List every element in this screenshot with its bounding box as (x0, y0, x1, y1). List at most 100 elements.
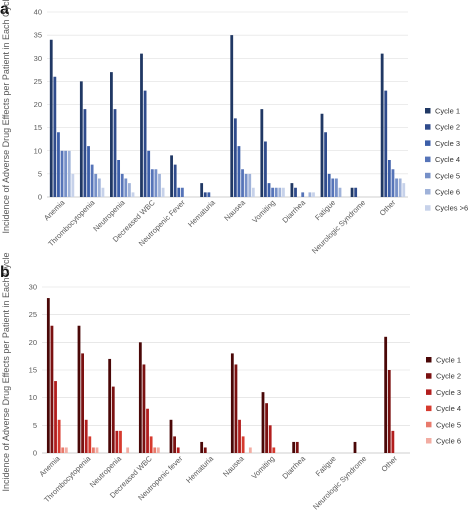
panel-a-bar-neutropenia-cycle-3 (117, 160, 120, 197)
panel-a-bar-decreased-wbc-cycle-2 (144, 91, 147, 197)
panel-a-bar-other-cycle-4 (392, 169, 395, 197)
panel-a-legend-swatch (425, 108, 431, 114)
panel-a-bar-other-cycles-6 (402, 183, 405, 197)
panel-a-bar-vomiting-cycle-3 (268, 183, 271, 197)
panel-a-bar-thrombocytopenia-cycle-3 (87, 146, 90, 197)
panel-a-legend-swatch (425, 157, 431, 163)
panel-a-bar-anemia-cycle-6 (68, 151, 71, 197)
panel-b-bar-neutropenia-cycle-6 (126, 447, 129, 453)
panel-a-x-tick-label: Hematuria (186, 197, 217, 228)
panel-a-bar-vomiting-cycle-2 (264, 142, 267, 198)
panel-a-bar-vomiting-cycle-6 (278, 188, 281, 197)
panel-a-legend-swatch (425, 205, 431, 211)
panel-b-bar-neutropenia-cycle-4 (119, 431, 122, 453)
panel-a-bar-neutropenic-fever-cycle-1 (170, 155, 173, 197)
panel-a-legend-label: Cycle 1 (435, 107, 460, 116)
panel-a-bar-neutropenic-fever-cycle-2 (174, 165, 177, 197)
panel-a-y-tick-label: 25 (34, 77, 42, 86)
panel-a-bar-nausea-cycle-2 (234, 118, 237, 197)
panel-b-legend-swatch (426, 438, 432, 444)
panel-b-bar-nausea-cycle-2 (235, 364, 238, 453)
panel-a-bar-other-cycle-5 (395, 179, 398, 198)
panel-a-bar-anemia-cycle-4 (61, 151, 64, 197)
panel-b-bar-other-cycle-3 (391, 431, 394, 453)
panel-b-bar-nausea-cycle-1 (231, 353, 234, 453)
panel-a-y-tick-label: 10 (34, 146, 42, 155)
panel-b-bar-decreased-wbc-cycle-2 (143, 364, 146, 453)
panel-a-bar-anemia-cycle-1 (50, 40, 53, 197)
panel-b-bar-neutropenia-cycle-2 (112, 387, 115, 453)
panel-b-legend-swatch (426, 389, 432, 395)
panel-a-y-tick-label: 15 (34, 123, 42, 132)
panel-b-bar-thrombocytopenia-cycle-2 (81, 353, 84, 453)
panel-a-bar-diarrhea-cycles-6 (312, 192, 315, 197)
panel-b-bar-thrombocytopenia-cycle-5 (92, 447, 95, 453)
panel-a-bar-fatigue-cycle-4 (331, 179, 334, 198)
panel-a-bar-other-cycle-2 (384, 91, 387, 197)
panel-b-bar-thrombocytopenia-cycle-6 (96, 447, 99, 453)
panel-a-legend-swatch (425, 124, 431, 130)
panel-b-bar-anemia-cycle-4 (58, 420, 61, 453)
panel-a-bar-thrombocytopenia-cycle-2 (84, 109, 87, 197)
panel-a-x-tick-label: Anemia (42, 197, 67, 222)
panel-b-legend-swatch (426, 406, 432, 412)
panel-a-bar-nausea-cycle-3 (238, 146, 241, 197)
panel-a-bar-neutropenia-cycle-5 (124, 179, 127, 198)
panel-a-bar-vomiting-cycle-5 (275, 188, 278, 197)
panel-a-bar-vomiting-cycle-1 (260, 109, 263, 197)
panel-a-bar-other-cycle-1 (381, 54, 384, 197)
panel-b-legend-label: Cycle 4 (436, 404, 461, 413)
panel-b-y-tick-label: 0 (33, 449, 37, 458)
panel-b-legend-label: Cycle 1 (436, 356, 461, 365)
panel-a-y-tick-label: 5 (38, 169, 42, 178)
panel-a-x-tick-label: Fatigue (313, 198, 337, 222)
panel-a-bar-fatigue-cycle-1 (321, 114, 324, 197)
panel-b-bar-decreased-wbc-cycle-4 (150, 436, 153, 453)
panel-b-legend-label: Cycle 2 (436, 372, 461, 381)
panel-a-bar-thrombocytopenia-cycle-4 (91, 165, 94, 197)
panel-a-y-tick-label: 30 (34, 54, 42, 63)
panel-a-legend-label: Cycle 5 (435, 171, 460, 180)
panel-b-bar-thrombocytopenia-cycle-4 (88, 436, 91, 453)
panel-b-bar-vomiting-cycle-3 (269, 425, 272, 453)
panel-a-bar-nausea-cycle-4 (241, 169, 244, 197)
panel-a-ylabel: Incidence of Adverse Drug Effects per Pa… (1, 0, 11, 233)
panel-b-bar-neurologic-syndrome-cycle-1 (354, 442, 357, 453)
panel-a-bar-fatigue-cycle-3 (328, 174, 331, 197)
panel-a-bar-decreased-wbc-cycle-1 (140, 54, 143, 197)
panel-b-x-tick-label: Anemia (37, 453, 62, 478)
panel-b-ylabel: Incidence of Adverse Drug Effects per Pa… (1, 253, 11, 492)
panel-a-x-tick-label: Other (378, 198, 398, 218)
panel-a-bar-fatigue-cycle-6 (339, 188, 342, 197)
panel-a-bar-neutropenic-fever-cycle-4 (181, 188, 184, 197)
panel-a-bar-neutropenia-cycle-4 (121, 174, 124, 197)
panel-a-bar-anemia-cycles-6 (71, 174, 74, 197)
panel-b-bar-neutropenic-fever-cycle-2 (173, 436, 176, 453)
panel-b-bar-vomiting-cycle-2 (265, 403, 268, 453)
panel-a-bar-neutropenia-cycles-6 (132, 192, 135, 197)
panel-b-bar-thrombocytopenia-cycle-1 (78, 326, 81, 453)
panel-a-bar-nausea-cycle-1 (230, 35, 233, 197)
panel-b-legend-swatch (426, 357, 432, 363)
panel-a-bar-nausea-cycles-6 (252, 188, 255, 197)
panel-b-bar-neutropenic-fever-cycle-3 (177, 447, 180, 453)
panel-b-bar-vomiting-cycle-1 (262, 392, 265, 453)
panel-a-bar-neutropenia-cycle-6 (128, 183, 131, 197)
panel-a-bar-diarrhea-cycle-6 (309, 192, 312, 197)
panel-a-bar-decreased-wbc-cycles-6 (162, 188, 165, 197)
panel-b-legend-label: Cycle 3 (436, 388, 461, 397)
panel-a-bar-hematuria-cycle-1 (200, 183, 203, 197)
panel-a-legend-swatch (425, 140, 431, 146)
panel-b-bar-decreased-wbc-cycle-1 (139, 342, 142, 453)
panel-b-bar-nausea-cycle-3 (238, 420, 241, 453)
panel-b-x-tick-label: Diarrhea (280, 453, 307, 480)
panel-b-y-tick-label: 30 (29, 283, 37, 292)
panel-a-legend-label: Cycles >6 (435, 204, 468, 213)
panel-b-legend-swatch (426, 373, 432, 379)
panel-a-bar-other-cycle-3 (388, 160, 391, 197)
panel-a-bar-decreased-wbc-cycle-5 (154, 169, 157, 197)
panel-b-y-tick-label: 5 (33, 421, 37, 430)
panel-a-bar-fatigue-cycle-5 (335, 179, 338, 198)
panel-a-chart: 0510152025303540AnemiaThrombocytopeniaNe… (34, 8, 468, 256)
panel-a-bar-diarrhea-cycle-2 (294, 188, 297, 197)
